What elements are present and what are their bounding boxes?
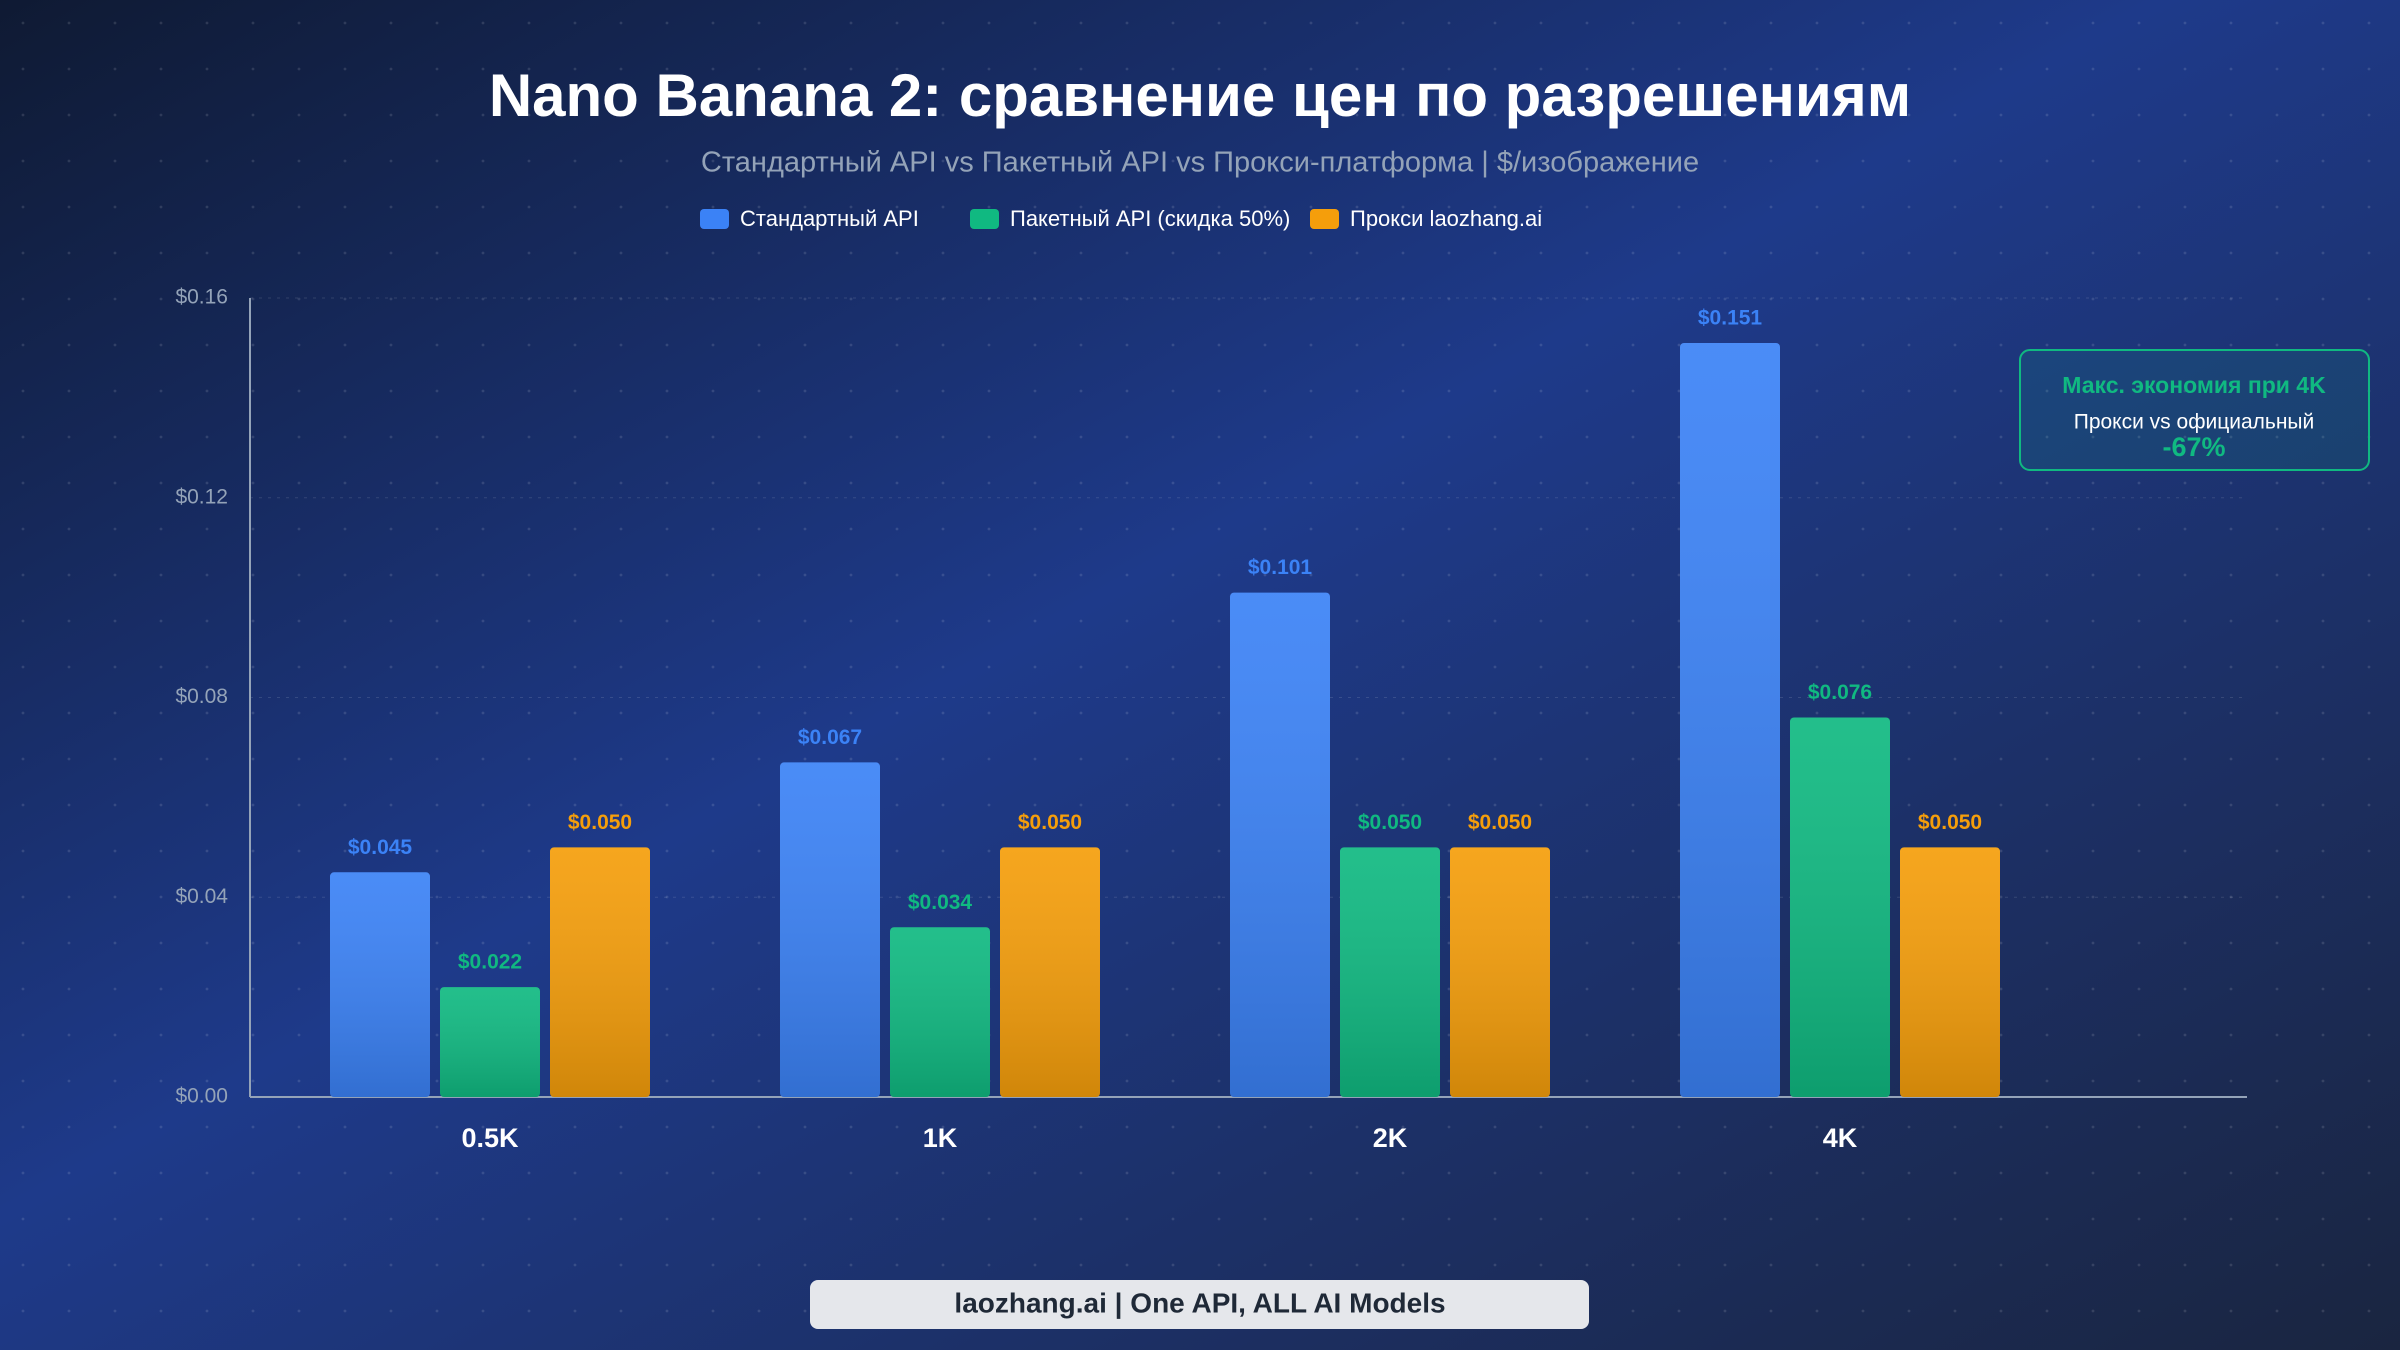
y-tick-label: $0.16 bbox=[175, 286, 228, 309]
value-label: $0.050 bbox=[1468, 811, 1532, 834]
x-tick-label: 4K bbox=[1823, 1123, 1858, 1153]
bar-shade bbox=[1230, 592, 1330, 1097]
x-tick-label: 1K bbox=[923, 1123, 958, 1153]
value-label: $0.045 bbox=[348, 836, 413, 859]
value-label: $0.022 bbox=[458, 951, 522, 974]
legend-label: Пакетный API (скидка 50%) bbox=[1010, 206, 1290, 231]
value-label: $0.034 bbox=[908, 891, 973, 914]
annotation-text: Прокси vs официальный bbox=[2074, 411, 2315, 434]
bar-shade bbox=[1450, 847, 1550, 1097]
value-label: $0.076 bbox=[1808, 681, 1872, 704]
value-label: $0.101 bbox=[1248, 556, 1313, 579]
bar-shade bbox=[1000, 847, 1100, 1097]
bar-shade bbox=[550, 847, 650, 1097]
legend-label: Прокси laozhang.ai bbox=[1350, 206, 1542, 231]
footer: laozhang.ai | One API, ALL AI Models bbox=[954, 1287, 1445, 1318]
bar-shade bbox=[440, 987, 540, 1097]
y-tick-label: $0.12 bbox=[175, 485, 228, 508]
annotation: Макс. экономия при 4K Прокси vs официаль… bbox=[2019, 349, 2370, 471]
bar-shade bbox=[780, 762, 880, 1097]
y-tick-label: $0.00 bbox=[175, 1085, 228, 1108]
y-tick-label: $0.08 bbox=[175, 685, 228, 708]
bar-shade bbox=[890, 927, 990, 1097]
chart-title: Nano Banana 2: сравнение цен по разрешен… bbox=[489, 62, 1911, 129]
value-label: $0.151 bbox=[1698, 306, 1763, 329]
bar-shade bbox=[1340, 847, 1440, 1097]
chart-subtitle: Стандартный API vs Пакетный API vs Прокс… bbox=[701, 147, 1699, 179]
x-tick-label: 2K bbox=[1373, 1123, 1408, 1153]
value-label: $0.050 bbox=[1018, 811, 1082, 834]
annotation-value: -67% bbox=[2162, 432, 2225, 462]
value-label: $0.050 bbox=[1918, 811, 1982, 834]
value-label: $0.067 bbox=[798, 726, 862, 749]
annotation-title: Макс. экономия при 4K bbox=[2062, 372, 2326, 398]
bar-shade bbox=[1900, 847, 2000, 1097]
value-label: $0.050 bbox=[568, 811, 632, 834]
footer-box bbox=[810, 1280, 1589, 1329]
y-tick-label: $0.04 bbox=[175, 885, 228, 908]
value-label: $0.050 bbox=[1358, 811, 1422, 834]
annotation-box bbox=[2019, 349, 2370, 471]
bar-shade bbox=[1790, 717, 1890, 1097]
legend-swatch bbox=[1310, 209, 1339, 229]
x-tick-label: 0.5K bbox=[461, 1123, 519, 1153]
bar-shade bbox=[1680, 342, 1780, 1098]
legend-label: Стандартный API bbox=[740, 206, 919, 231]
legend-swatch bbox=[700, 209, 729, 229]
bar-shade bbox=[330, 872, 430, 1097]
legend-swatch bbox=[970, 209, 999, 229]
